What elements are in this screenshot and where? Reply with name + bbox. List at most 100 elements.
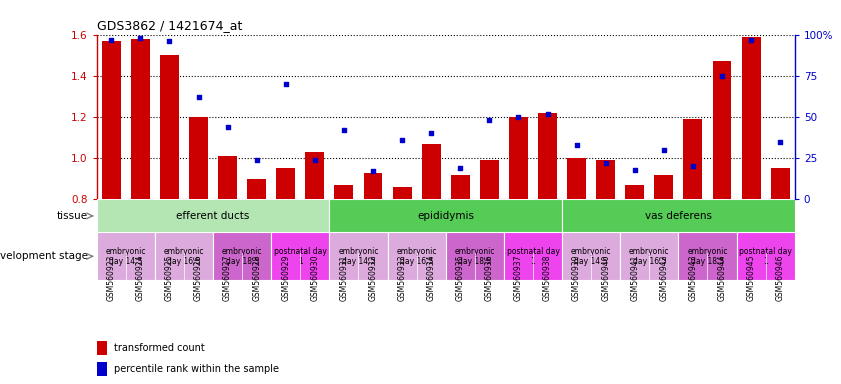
Bar — [97, 341, 107, 355]
Point — [744, 36, 758, 43]
Bar — [770, 169, 790, 199]
Text: GSM560944: GSM560944 — [717, 255, 727, 301]
Point — [628, 167, 642, 173]
Point — [657, 147, 670, 153]
Text: postnatal day
1: postnatal day 1 — [739, 247, 792, 266]
Text: postnatal day
1: postnatal day 1 — [506, 247, 559, 266]
Text: embryonic
day 16.5: embryonic day 16.5 — [396, 247, 436, 266]
Bar — [155, 232, 213, 280]
Text: embryonic
day 14.5: embryonic day 14.5 — [338, 247, 378, 266]
Bar — [305, 152, 325, 199]
Bar — [626, 185, 644, 199]
Bar — [97, 362, 107, 376]
Bar — [189, 117, 208, 199]
Text: GSM560933: GSM560933 — [398, 255, 406, 301]
Text: embryonic
day 18.5: embryonic day 18.5 — [455, 247, 495, 266]
Point — [104, 36, 118, 43]
Text: GSM560928: GSM560928 — [252, 255, 262, 301]
Bar — [218, 156, 237, 199]
Point — [367, 168, 380, 174]
Text: GSM560946: GSM560946 — [775, 255, 785, 301]
Text: GSM560939: GSM560939 — [572, 255, 581, 301]
Bar — [504, 232, 562, 280]
Text: tissue: tissue — [57, 211, 88, 221]
Bar — [737, 232, 795, 280]
Text: GSM560941: GSM560941 — [630, 255, 639, 301]
Text: GSM560927: GSM560927 — [223, 255, 232, 301]
Point — [395, 137, 409, 143]
Text: GSM560932: GSM560932 — [368, 255, 378, 301]
Text: transformed count: transformed count — [114, 343, 205, 353]
Text: GSM560940: GSM560940 — [601, 255, 611, 301]
Point — [162, 38, 176, 44]
Text: GSM560936: GSM560936 — [485, 255, 494, 301]
Text: GSM560925: GSM560925 — [165, 255, 174, 301]
Bar — [131, 39, 150, 199]
Point — [279, 81, 293, 87]
Bar — [538, 113, 557, 199]
Text: GSM560923: GSM560923 — [107, 255, 116, 301]
Bar — [509, 117, 528, 199]
Bar — [451, 175, 470, 199]
Point — [774, 139, 787, 145]
Point — [453, 165, 467, 171]
Text: embryonic
day 14.5: embryonic day 14.5 — [106, 247, 146, 266]
Text: GSM560924: GSM560924 — [136, 255, 145, 301]
Bar — [567, 158, 586, 199]
Point — [570, 142, 584, 148]
Text: efferent ducts: efferent ducts — [177, 211, 250, 221]
Point — [511, 114, 525, 120]
Bar — [277, 169, 295, 199]
Text: embryonic
day 18.5: embryonic day 18.5 — [222, 247, 262, 266]
Bar — [480, 160, 499, 199]
Point — [337, 127, 351, 133]
Bar — [684, 119, 702, 199]
Text: GSM560934: GSM560934 — [426, 255, 436, 301]
Text: GDS3862 / 1421674_at: GDS3862 / 1421674_at — [97, 19, 242, 32]
Point — [483, 117, 496, 123]
Bar — [102, 41, 121, 199]
Bar — [160, 55, 179, 199]
Text: GSM560945: GSM560945 — [747, 255, 755, 301]
Bar — [421, 144, 441, 199]
Bar — [330, 232, 388, 280]
Bar — [213, 232, 271, 280]
Bar — [247, 179, 266, 199]
Text: embryonic
day 16.5: embryonic day 16.5 — [629, 247, 669, 266]
Text: embryonic
day 14.5: embryonic day 14.5 — [571, 247, 611, 266]
Bar — [363, 173, 383, 199]
Text: GSM560937: GSM560937 — [514, 255, 523, 301]
Text: vas deferens: vas deferens — [645, 211, 712, 221]
Bar — [97, 232, 155, 280]
Text: GSM560926: GSM560926 — [194, 255, 203, 301]
Point — [599, 160, 612, 166]
Bar — [330, 199, 562, 232]
Bar — [742, 36, 760, 199]
Point — [250, 157, 263, 163]
Bar — [654, 175, 674, 199]
Bar — [97, 199, 330, 232]
Point — [686, 163, 700, 169]
Text: GSM560929: GSM560929 — [281, 255, 290, 301]
Point — [221, 124, 235, 130]
Text: epididymis: epididymis — [417, 211, 474, 221]
Point — [308, 157, 321, 163]
Text: GSM560943: GSM560943 — [689, 255, 697, 301]
Text: GSM560930: GSM560930 — [310, 255, 320, 301]
Bar — [562, 199, 795, 232]
Point — [716, 73, 729, 79]
Point — [134, 35, 147, 41]
Point — [541, 111, 554, 117]
Text: GSM560931: GSM560931 — [340, 255, 348, 301]
Text: GSM560942: GSM560942 — [659, 255, 669, 301]
Text: embryonic
day 18.5: embryonic day 18.5 — [687, 247, 727, 266]
Bar — [712, 61, 732, 199]
Text: GSM560935: GSM560935 — [456, 255, 465, 301]
Point — [192, 94, 205, 100]
Bar — [388, 232, 446, 280]
Point — [425, 131, 438, 137]
Bar — [596, 160, 615, 199]
Bar — [393, 187, 411, 199]
Bar — [446, 232, 504, 280]
Text: embryonic
day 16.5: embryonic day 16.5 — [164, 247, 204, 266]
